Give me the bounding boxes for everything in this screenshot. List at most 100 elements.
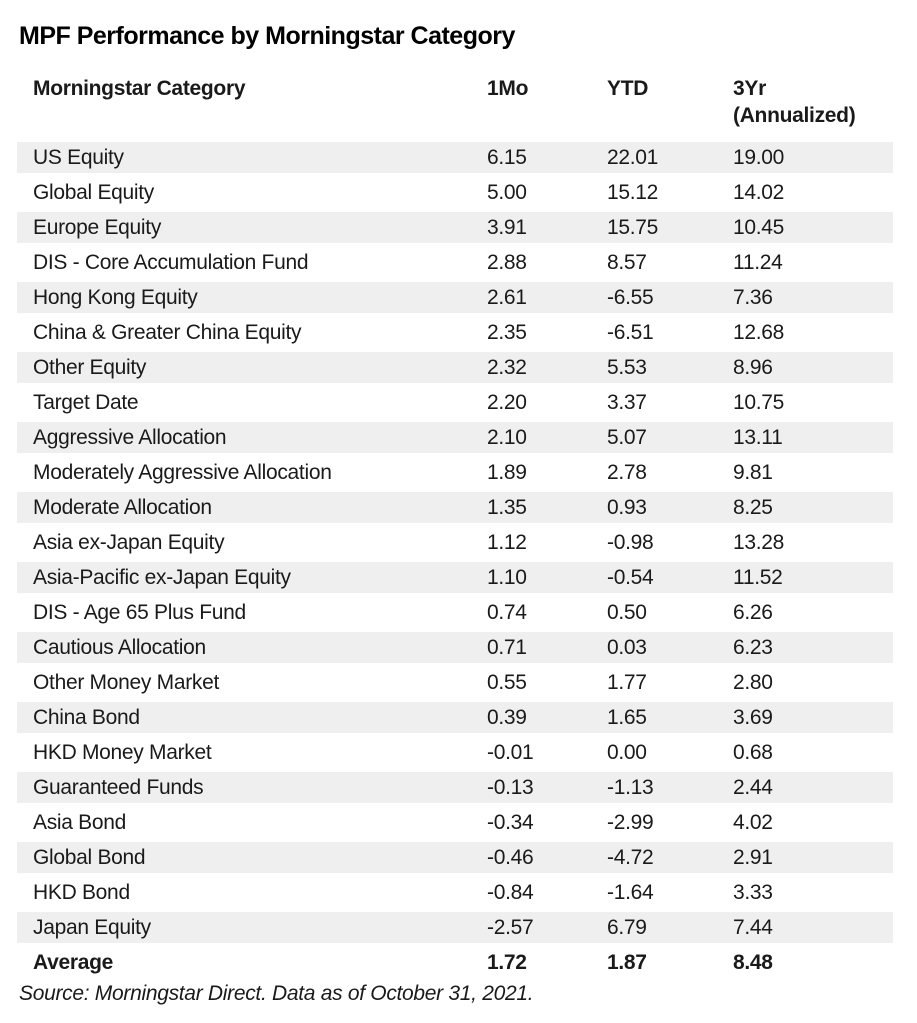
category-cell: DIS - Age 65 Plus Fund: [33, 600, 246, 624]
category-cell: Average: [33, 950, 114, 974]
ytd-cell: -6.55: [607, 285, 654, 309]
category-cell: China Bond: [33, 705, 140, 729]
table-row: Cautious Allocation 0.71 0.03 6.23: [17, 630, 893, 665]
table-row-average: Average 1.72 1.87 8.48: [17, 945, 893, 980]
table-row: Other Money Market 0.55 1.77 2.80: [17, 665, 893, 700]
category-cell: China & Greater China Equity: [33, 320, 302, 344]
category-cell: US Equity: [33, 145, 124, 169]
three-year-cell: 10.75: [733, 390, 785, 414]
column-header-1mo: 1Mo: [487, 77, 529, 100]
table-row: Asia-Pacific ex-Japan Equity 1.10 -0.54 …: [17, 560, 893, 595]
three-year-cell: 8.48: [733, 950, 773, 974]
category-cell: Target Date: [33, 390, 139, 414]
ytd-cell: -1.13: [607, 775, 654, 799]
one-month-cell: 2.88: [487, 250, 527, 274]
page-title: MPF Performance by Morningstar Category: [19, 22, 515, 50]
category-cell: Guaranteed Funds: [33, 775, 204, 799]
table-header-row: Morningstar Category 1Mo YTD 3Yr (Annual…: [17, 72, 893, 140]
category-cell: Moderate Allocation: [33, 495, 212, 519]
ytd-cell: 6.79: [607, 915, 647, 939]
one-month-cell: -0.01: [487, 740, 534, 764]
table-row: Hong Kong Equity 2.61 -6.55 7.36: [17, 280, 893, 315]
ytd-cell: -4.72: [607, 845, 654, 869]
column-header-3yr-sublabel: (Annualized): [733, 104, 856, 127]
three-year-cell: 2.80: [733, 670, 773, 694]
table-row: Aggressive Allocation 2.10 5.07 13.11: [17, 420, 893, 455]
category-cell: Hong Kong Equity: [33, 285, 198, 309]
three-year-cell: 3.69: [733, 705, 773, 729]
table-body: US Equity 6.15 22.01 19.00 Global Equity…: [17, 140, 893, 980]
ytd-cell: 1.77: [607, 670, 647, 694]
one-month-cell: 0.55: [487, 670, 527, 694]
three-year-cell: 11.52: [733, 565, 783, 589]
category-cell: Aggressive Allocation: [33, 425, 227, 449]
column-header-3yr: 3Yr (Annualized): [733, 72, 893, 140]
category-cell: Global Bond: [33, 845, 146, 869]
ytd-cell: 15.12: [607, 180, 659, 204]
category-cell: Moderately Aggressive Allocation: [33, 460, 332, 484]
table-row: US Equity 6.15 22.01 19.00: [17, 140, 893, 175]
table-row: Europe Equity 3.91 15.75 10.45: [17, 210, 893, 245]
ytd-cell: -2.99: [607, 810, 654, 834]
ytd-cell: 8.57: [607, 250, 647, 274]
ytd-cell: 3.37: [607, 390, 647, 414]
table-row: HKD Bond -0.84 -1.64 3.33: [17, 875, 893, 910]
one-month-cell: 3.91: [487, 215, 527, 239]
one-month-cell: 1.72: [487, 950, 527, 974]
three-year-cell: 2.44: [733, 775, 773, 799]
three-year-cell: 14.02: [733, 180, 785, 204]
ytd-cell: 0.93: [607, 495, 647, 519]
category-cell: Other Equity: [33, 355, 147, 379]
one-month-cell: 0.71: [487, 635, 527, 659]
ytd-cell: 1.65: [607, 705, 647, 729]
table-row: Guaranteed Funds -0.13 -1.13 2.44: [17, 770, 893, 805]
three-year-cell: 6.26: [733, 600, 773, 624]
one-month-cell: -0.46: [487, 845, 534, 869]
category-cell: Cautious Allocation: [33, 635, 206, 659]
one-month-cell: 0.74: [487, 600, 527, 624]
ytd-cell: 0.50: [607, 600, 647, 624]
column-header-3yr-label: 3Yr: [733, 77, 766, 100]
one-month-cell: 2.20: [487, 390, 527, 414]
one-month-cell: 1.35: [487, 495, 527, 519]
one-month-cell: 6.15: [487, 145, 527, 169]
three-year-cell: 10.45: [733, 215, 785, 239]
three-year-cell: 11.24: [733, 250, 783, 274]
three-year-cell: 12.68: [733, 320, 785, 344]
ytd-cell: -0.54: [607, 565, 654, 589]
ytd-cell: 2.78: [607, 460, 647, 484]
category-cell: Asia ex-Japan Equity: [33, 530, 225, 554]
ytd-cell: 0.00: [607, 740, 647, 764]
one-month-cell: -0.84: [487, 880, 534, 904]
one-month-cell: 0.39: [487, 705, 527, 729]
three-year-cell: 13.28: [733, 530, 785, 554]
one-month-cell: -0.13: [487, 775, 534, 799]
category-cell: HKD Bond: [33, 880, 130, 904]
table-row: Other Equity 2.32 5.53 8.96: [17, 350, 893, 385]
one-month-cell: -2.57: [487, 915, 534, 939]
category-cell: DIS - Core Accumulation Fund: [33, 250, 309, 274]
ytd-cell: 5.07: [607, 425, 647, 449]
three-year-cell: 3.33: [733, 880, 773, 904]
one-month-cell: 1.10: [487, 565, 527, 589]
table-row: Asia Bond -0.34 -2.99 4.02: [17, 805, 893, 840]
one-month-cell: 2.35: [487, 320, 527, 344]
ytd-cell: 1.87: [607, 950, 647, 974]
table-row: DIS - Age 65 Plus Fund 0.74 0.50 6.26: [17, 595, 893, 630]
one-month-cell: 1.89: [487, 460, 527, 484]
ytd-cell: 22.01: [607, 145, 659, 169]
ytd-cell: -1.64: [607, 880, 654, 904]
table-row: Moderate Allocation 1.35 0.93 8.25: [17, 490, 893, 525]
category-cell: HKD Money Market: [33, 740, 212, 764]
table-row: China & Greater China Equity 2.35 -6.51 …: [17, 315, 893, 350]
three-year-cell: 8.25: [733, 495, 773, 519]
table-row: Global Equity 5.00 15.12 14.02: [17, 175, 893, 210]
three-year-cell: 9.81: [733, 460, 773, 484]
table-row: HKD Money Market -0.01 0.00 0.68: [17, 735, 893, 770]
three-year-cell: 4.02: [733, 810, 773, 834]
table-row: Asia ex-Japan Equity 1.12 -0.98 13.28: [17, 525, 893, 560]
category-cell: Asia-Pacific ex-Japan Equity: [33, 565, 291, 589]
one-month-cell: 2.10: [487, 425, 527, 449]
category-cell: Europe Equity: [33, 215, 162, 239]
category-cell: Other Money Market: [33, 670, 219, 694]
